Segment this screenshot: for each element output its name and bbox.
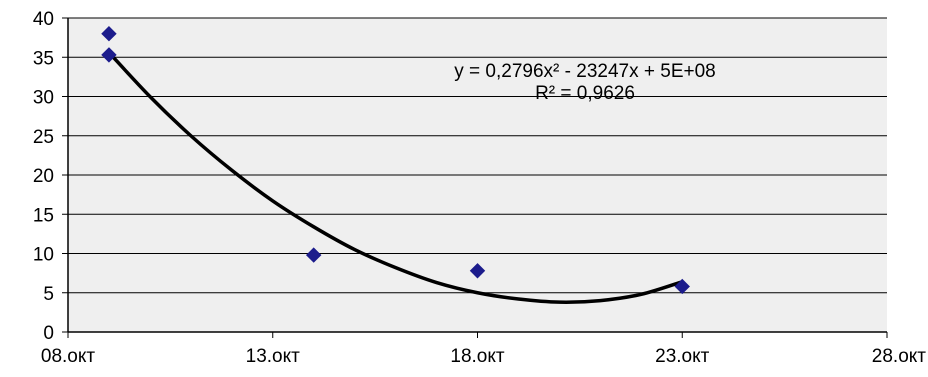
x-tick-label: 08.окт [41, 346, 96, 367]
x-tick-label: 23.окт [655, 346, 710, 367]
data-point [101, 47, 117, 63]
y-tick-labels: 0 5 10 15 20 25 30 35 40 [33, 9, 54, 344]
axes [67, 18, 888, 338]
y-tick-label: 10 [33, 245, 54, 266]
x-tick-label: 18.окт [450, 346, 505, 367]
y-tick-label: 0 [43, 323, 54, 344]
y-tick-label: 20 [33, 166, 54, 187]
trendline-equation: y = 0,2796x² - 23247x + 5E+08 [454, 61, 715, 82]
x-tick-label: 28.окт [872, 346, 927, 367]
data-points [101, 25, 690, 295]
y-tick-label: 25 [33, 127, 54, 148]
data-point [101, 25, 117, 42]
data-point [674, 278, 690, 295]
y-tick-label: 40 [33, 9, 54, 30]
data-point [469, 263, 486, 279]
x-tick-labels: 08.окт 13.окт 18.окт 23.окт 28.окт [41, 346, 926, 367]
data-point [305, 247, 322, 263]
trendline [107, 51, 683, 304]
y-tick-label: 35 [33, 48, 54, 69]
y-tick-label: 30 [33, 88, 54, 109]
r-squared-label: R² = 0,9626 [535, 83, 635, 104]
y-tick-label: 15 [33, 205, 54, 226]
y-tick-label: 5 [43, 284, 54, 305]
x-tick-label: 13.окт [246, 346, 301, 367]
